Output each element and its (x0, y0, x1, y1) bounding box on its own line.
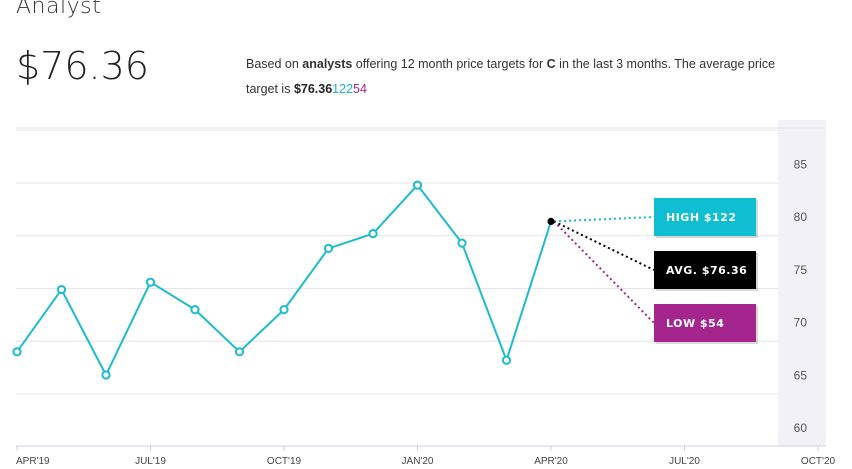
low-target-box (654, 304, 756, 342)
x-tick-label: APR'20 (534, 456, 568, 467)
data-point (457, 238, 467, 248)
y-tick-label: 80 (794, 210, 808, 224)
desc-analysts: analysts (302, 57, 353, 71)
low-target-label: LOW $54 (666, 317, 724, 330)
data-point (368, 229, 378, 239)
x-tick-label: OCT'20 (801, 456, 836, 467)
x-tick-label: OCT'19 (267, 456, 302, 467)
desc-middle: offering 12 month price targets for (352, 57, 547, 71)
price-history-line (16, 184, 552, 377)
desc-suffix: in the last 3 months. The average price (555, 57, 776, 71)
data-point (279, 305, 289, 315)
x-tick-label: JUL'19 (135, 456, 166, 467)
data-point (12, 347, 22, 357)
avg-target-box (654, 251, 756, 289)
high-target-box (654, 198, 756, 236)
x-tick-label: JAN'20 (402, 456, 434, 467)
price-target-description: Based on analysts offering 12 month pric… (246, 52, 826, 102)
y-tick-label: 65 (794, 368, 808, 382)
desc-prefix: Based on (246, 57, 303, 71)
data-point (145, 277, 156, 287)
data-point (412, 180, 423, 190)
data-point (323, 243, 334, 254)
x-tick-label: APR'19 (16, 456, 50, 467)
desc-avg-value: $76.36 (293, 82, 333, 96)
low-target-connector (553, 220, 655, 324)
y-tick-label: 60 (794, 421, 808, 435)
desc-line2-prefix: target is (246, 82, 294, 96)
data-point (234, 347, 245, 357)
desc-ticker: C (546, 57, 556, 71)
forecast-band (778, 120, 826, 446)
y-tick-label: 70 (794, 316, 808, 330)
high-target-label: HIGH $122 (666, 211, 736, 224)
data-point (190, 305, 200, 315)
avg-target-label: AVG. $76.36 (666, 264, 747, 277)
average-price-target: $76.36 (16, 44, 149, 88)
page-title: Analyst (16, 0, 102, 19)
desc-high-value: 122 (332, 82, 354, 96)
data-point (56, 284, 67, 295)
y-tick-label: 75 (794, 263, 808, 277)
high-target-connector (553, 216, 655, 223)
current-price-point (547, 217, 555, 226)
data-point (501, 355, 512, 365)
data-point (101, 370, 111, 380)
desc-low-value: 54 (353, 82, 367, 96)
y-tick-label: 85 (794, 157, 808, 171)
avg-target-connector (553, 220, 655, 271)
x-tick-label: JUL'20 (669, 456, 700, 467)
